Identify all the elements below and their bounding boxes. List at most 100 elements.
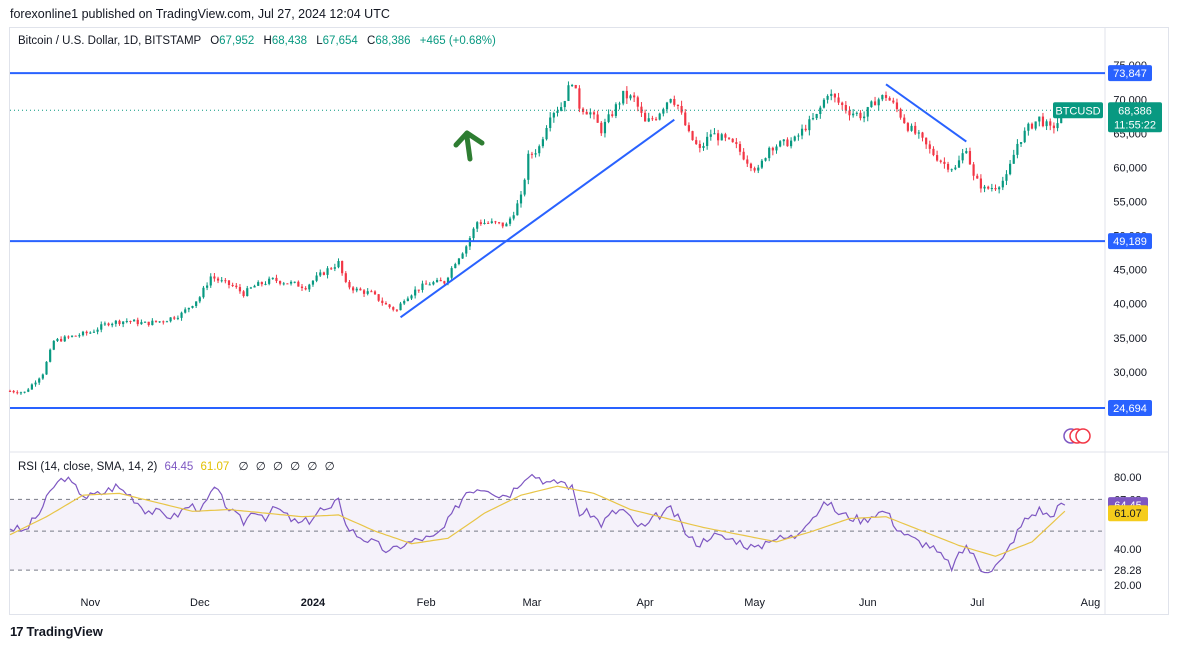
symbol-title[interactable]: Bitcoin / U.S. Dollar, 1D, BITSTAMP: [18, 35, 201, 47]
candle-body: [89, 332, 92, 334]
candle-body: [654, 118, 658, 120]
candle-body: [224, 280, 227, 282]
candle-body: [293, 281, 296, 283]
candle-body: [457, 258, 461, 265]
candle-body: [27, 389, 30, 392]
close-label: C: [367, 35, 376, 47]
candle-body: [830, 93, 833, 96]
candle-body: [888, 97, 891, 101]
candle-body: [910, 125, 913, 131]
candle-body: [749, 163, 753, 169]
candle-body: [972, 164, 975, 176]
candle-body: [165, 321, 169, 323]
candle-body: [498, 222, 501, 224]
candle-body: [983, 186, 986, 189]
candle-body: [154, 320, 158, 322]
rsi-legend-label[interactable]: RSI (14, close, SMA, 14, 2): [18, 461, 158, 473]
candle-body: [1016, 143, 1019, 155]
change-value: +465 (+0.68%): [419, 35, 496, 47]
trendline: [399, 118, 675, 319]
candle-body: [162, 321, 165, 323]
rsi-tick-label: 80.00: [1114, 472, 1142, 484]
candle-body: [195, 301, 198, 306]
candle-body: [979, 178, 982, 189]
candle-body: [450, 268, 453, 278]
candle-body: [600, 122, 603, 134]
candle-body: [669, 98, 672, 103]
rsi-legend-hidden-values: ∅ ∅ ∅ ∅ ∅ ∅: [238, 461, 337, 473]
candle-body: [735, 142, 738, 145]
candle-body: [483, 222, 486, 225]
candle-body: [946, 163, 950, 170]
candle-body: [12, 390, 15, 393]
candle-body: [1009, 163, 1012, 175]
candle-body: [1045, 121, 1048, 127]
candle-body: [877, 99, 880, 106]
candle-body: [1049, 121, 1052, 126]
candle-body: [644, 112, 647, 122]
candle-body: [1019, 142, 1023, 144]
candle-body: [574, 84, 577, 89]
candle-body: [300, 286, 304, 288]
candle-body: [487, 222, 490, 224]
candle-body: [246, 288, 249, 297]
candle-body: [392, 307, 395, 310]
symbol-tag: [1053, 102, 1103, 119]
candle-body: [906, 123, 909, 131]
candle-body: [640, 106, 643, 113]
candle-body: [395, 309, 398, 311]
candle-body: [855, 112, 858, 114]
candle-body: [16, 392, 19, 394]
candle-body: [184, 309, 187, 313]
level-price-tag: [1108, 400, 1152, 417]
candle-body: [158, 321, 161, 323]
candle-body: [691, 131, 694, 141]
candle-body: [680, 106, 683, 113]
candle-body: [811, 118, 815, 120]
candle-body: [614, 104, 617, 116]
candle-body: [187, 307, 190, 310]
candle-body: [198, 297, 201, 302]
candle-body: [1030, 123, 1034, 129]
candle-body: [596, 114, 599, 123]
price-tick-label: 45,000: [1113, 265, 1147, 277]
candle-body: [388, 304, 391, 308]
candle-body: [143, 321, 147, 323]
footer-brand: TradingView: [26, 624, 103, 639]
chart-frame: [9, 27, 1169, 615]
candle-body: [636, 97, 639, 107]
low-label: L: [316, 35, 323, 47]
candle-body: [651, 118, 654, 120]
candle-body: [136, 319, 139, 325]
candle-body: [330, 268, 333, 270]
flag-event-icon: [1075, 428, 1091, 444]
candle-body: [406, 298, 409, 302]
candle-body: [585, 111, 588, 115]
candle-body: [629, 95, 632, 99]
close-value: 68,386: [375, 35, 411, 47]
candle-body: [706, 136, 709, 146]
candle-body: [414, 289, 417, 296]
candle-body: [961, 153, 964, 161]
candle-body: [800, 128, 804, 136]
candle-body: [556, 110, 559, 113]
trendline: [885, 83, 967, 143]
candle-body: [421, 283, 424, 290]
candle-body: [446, 277, 450, 284]
candle-body: [793, 136, 796, 141]
symbol-tag-label: BTCUSD: [1055, 105, 1100, 117]
candle-body: [319, 272, 322, 276]
rsi-sma-line: [9, 485, 1066, 557]
candle-body: [1052, 125, 1055, 129]
candle-body: [538, 146, 541, 154]
candle-body: [625, 90, 628, 99]
time-axis-label: Dec: [190, 597, 210, 609]
candle-body: [107, 323, 110, 326]
candle-body: [998, 187, 1001, 190]
candle-body: [928, 144, 931, 149]
candle-body: [990, 188, 993, 190]
candle-body: [618, 103, 621, 105]
candle-body: [311, 280, 315, 285]
candle-body: [914, 125, 917, 134]
